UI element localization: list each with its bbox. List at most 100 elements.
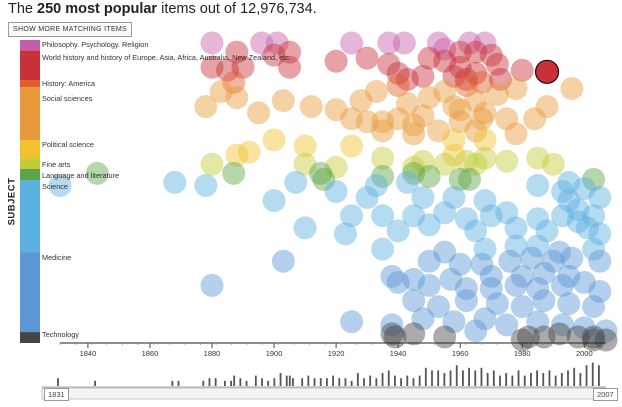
bubble-176 (588, 279, 612, 303)
x-tick-label-1: 1860 (142, 349, 159, 358)
histogram-bar-24 (326, 378, 328, 386)
bubble-55 (523, 107, 547, 131)
bubble-28 (510, 58, 534, 82)
histogram-bar-52 (499, 375, 501, 386)
bubble-80 (237, 140, 261, 164)
bubble-30 (386, 61, 410, 85)
histogram-bar-31 (369, 375, 372, 386)
bubble-32 (411, 64, 435, 88)
bubble-130 (526, 207, 550, 231)
subject-label-5: Fine arts (42, 160, 71, 169)
bubble-149 (547, 240, 571, 264)
range-end[interactable]: 2007 (593, 388, 618, 401)
bubble-19 (278, 55, 302, 79)
year-histogram (41, 362, 607, 400)
bubble-102 (48, 173, 72, 197)
bubble-181 (510, 295, 534, 319)
subject-labels: Philosophy. Psychology. Religion World hi… (42, 40, 291, 339)
bubble-142 (575, 216, 599, 240)
bubble-131 (551, 204, 575, 228)
bubble-108 (395, 170, 419, 194)
bubble-60 (371, 110, 395, 134)
subject-band-1 (20, 50, 40, 80)
bubble-91 (324, 155, 348, 179)
bubble-136 (386, 219, 410, 243)
bubble-201 (582, 328, 606, 352)
bubble-117 (442, 186, 466, 210)
bubble-104 (194, 173, 218, 197)
bubble-5 (392, 31, 416, 55)
bubble-133 (582, 204, 606, 228)
bubble-141 (566, 210, 590, 234)
bubble-78 (340, 134, 364, 158)
bubble-35 (470, 70, 494, 94)
histogram-bar-49 (480, 367, 483, 386)
histogram-bar-5 (208, 378, 211, 386)
bubble-192 (551, 313, 575, 337)
bubble-77 (293, 134, 317, 158)
bubble-49 (442, 95, 466, 119)
bubble-layer (48, 31, 618, 352)
bubble-27 (485, 52, 509, 76)
title-count: 250 most popular (37, 1, 158, 17)
bubble-22 (377, 52, 401, 76)
histogram-bar-57 (530, 373, 532, 386)
bubble-116 (411, 186, 435, 210)
subject-band-8 (20, 252, 40, 333)
x-tick-label-5: 1940 (390, 349, 407, 358)
histogram-bar-60 (548, 370, 551, 386)
show-more-button[interactable]: SHOW MORE MATCHING ITEMS (8, 22, 133, 37)
bubble-110 (526, 173, 550, 197)
subject-label-0: Philosophy. Psychology. Religion (42, 40, 148, 49)
bubble-64 (495, 107, 519, 131)
histogram-bar-48 (474, 370, 477, 386)
bubble-57 (271, 89, 295, 113)
page-title: The 250 most popular items out of 12,976… (8, 1, 317, 17)
histogram-bar-17 (285, 375, 288, 386)
histogram-bar-2 (171, 380, 174, 386)
bubble-165 (532, 261, 556, 285)
title-prefix: The (8, 1, 38, 17)
bubble-183 (557, 292, 581, 316)
subject-band-2 (20, 79, 40, 88)
bubble-148 (526, 234, 550, 258)
range-start[interactable]: 1831 (44, 388, 69, 401)
bubble-194 (380, 322, 404, 346)
histogram-bar-16 (279, 373, 282, 386)
bubble-172 (479, 276, 503, 300)
histogram-bar-11 (245, 380, 248, 386)
bubble-101 (448, 167, 472, 191)
bubble-132 (566, 198, 590, 222)
bubble-125 (402, 204, 426, 228)
bubble-199 (547, 322, 571, 346)
histogram-bar-6 (214, 378, 217, 386)
bubble-47 (417, 86, 441, 110)
histogram-bar-39 (418, 375, 421, 386)
bubble-39 (194, 95, 218, 119)
bubble-134 (293, 216, 317, 240)
histogram-bar-40 (424, 367, 427, 386)
bubble-158 (560, 246, 584, 270)
subject-label-1: World history and history of Europe, Asi… (42, 53, 291, 62)
bubble-144 (371, 237, 395, 261)
subject-label-6: Language and literature (42, 171, 119, 180)
histogram-bar-62 (560, 373, 563, 386)
bubble-17 (216, 58, 240, 82)
bubble-207 (594, 328, 618, 352)
histogram-bar-65 (579, 373, 582, 386)
histogram-bar-23 (319, 378, 322, 386)
bubble-140 (535, 219, 559, 243)
bubble-94 (464, 152, 488, 176)
year-range-slider[interactable]: 1831 2007 (0, 350, 622, 402)
histogram-bar-14 (267, 380, 270, 386)
bubble-24 (433, 49, 457, 73)
range-track (41, 387, 607, 400)
bubble-86 (495, 149, 519, 173)
title-suffix: items out of 12,976,734. (157, 1, 317, 17)
bubble-171 (454, 276, 478, 300)
histogram-bar-67 (591, 362, 594, 386)
histogram-bar-30 (363, 378, 365, 386)
bubble-139 (504, 216, 528, 240)
histogram-bar-34 (387, 370, 390, 386)
bubble-36 (489, 67, 513, 91)
